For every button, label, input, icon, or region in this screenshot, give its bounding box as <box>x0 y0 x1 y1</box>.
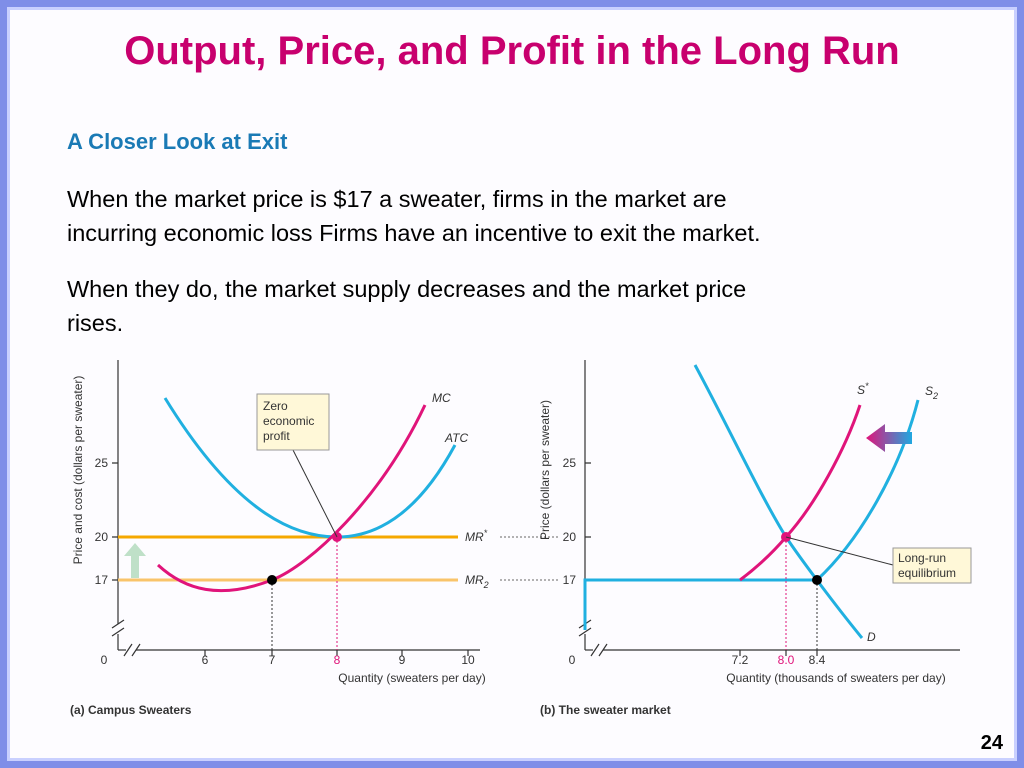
callout-text: equilibrium <box>898 566 956 580</box>
page-number: 24 <box>980 732 1003 754</box>
line: When the market price is $17 a sweater, … <box>67 186 727 212</box>
y-tick-label: 17 <box>95 573 109 587</box>
callout-box <box>256 393 330 451</box>
panel-a: Zero economic profit MC ATC MR* MR2 25 2… <box>70 360 560 717</box>
x-tick-label: 8.0 <box>778 653 795 667</box>
curve-label: MR* <box>465 528 488 544</box>
curve-label: ATC <box>444 431 468 445</box>
curve-label: MC <box>432 391 451 405</box>
x-tick-label: 8.4 <box>809 653 826 667</box>
caption: (a) Campus Sweaters <box>70 703 192 717</box>
callout-box <box>892 547 972 584</box>
y-tick-label: 17 <box>563 573 577 587</box>
label-base: MR <box>465 530 484 544</box>
line: rises. <box>67 310 124 336</box>
curve-label: MR2 <box>465 573 489 590</box>
origin-label: 0 <box>569 653 576 667</box>
x-tick-label: 7.2 <box>732 653 749 667</box>
panel-b: Long-run equilibrium S* S2 D 25 20 17 0 … <box>538 360 972 717</box>
shift-arrow <box>866 424 912 452</box>
mc-curve <box>156 404 427 593</box>
x-tick-label: 6 <box>202 653 209 667</box>
caption: (b) The sweater market <box>540 703 671 717</box>
up-arrow <box>124 543 146 578</box>
point <box>812 575 822 585</box>
x-axis-label: Quantity (sweaters per day) <box>338 671 485 685</box>
callout-pointer <box>785 536 894 566</box>
x-tick-label: 7 <box>269 653 276 667</box>
short-run-supply <box>583 578 817 630</box>
x-tick-label: 10 <box>461 653 475 667</box>
line: incurring economic loss Firms have an in… <box>67 220 761 246</box>
x-tick-label: 8 <box>334 653 341 667</box>
label-base: S <box>925 384 933 398</box>
curve-label: D <box>867 630 876 644</box>
label-base: MR <box>465 573 484 587</box>
point <box>267 575 277 585</box>
y-tick-label: 20 <box>563 530 577 544</box>
y-axis-label: Price (dollars per sweater) <box>538 400 552 540</box>
y-axis-label: Price and cost (dollars per sweater) <box>71 376 85 565</box>
subtitle: A Closer Look at Exit <box>67 129 288 154</box>
callout-text: profit <box>263 429 290 443</box>
demand-curve <box>693 364 864 639</box>
label-sup: * <box>865 381 869 391</box>
label-sub: 2 <box>483 580 489 590</box>
y-tick-label: 25 <box>95 456 109 470</box>
tick-marks <box>112 462 469 656</box>
s-star-curve <box>739 404 862 582</box>
connector <box>500 536 560 581</box>
paragraph: When they do, the market supply decrease… <box>67 272 746 340</box>
callout-pointer <box>292 449 338 538</box>
y-tick-label: 20 <box>95 530 109 544</box>
label-sub: 2 <box>932 391 938 401</box>
tick-marks <box>585 462 818 656</box>
callout-text: Zero <box>263 399 288 413</box>
line: When they do, the market supply decrease… <box>67 276 747 302</box>
callout-text: economic <box>263 414 314 428</box>
x-tick-label: 9 <box>399 653 406 667</box>
x-axis-label: Quantity (thousands of sweaters per day) <box>726 671 945 685</box>
label-sup: * <box>484 528 488 538</box>
callout-text: Long-run <box>898 551 946 565</box>
y-tick-label: 25 <box>563 456 577 470</box>
paragraph: When the market price is $17 a sweater, … <box>67 182 761 250</box>
curve-label: S2 <box>925 384 938 401</box>
origin-label: 0 <box>101 653 108 667</box>
slide-title: Output, Price, and Profit in the Long Ru… <box>124 29 900 73</box>
axis-break <box>111 619 141 657</box>
label-base: S <box>857 383 865 397</box>
curve-label: S* <box>857 381 869 397</box>
s2-curve <box>815 399 920 582</box>
